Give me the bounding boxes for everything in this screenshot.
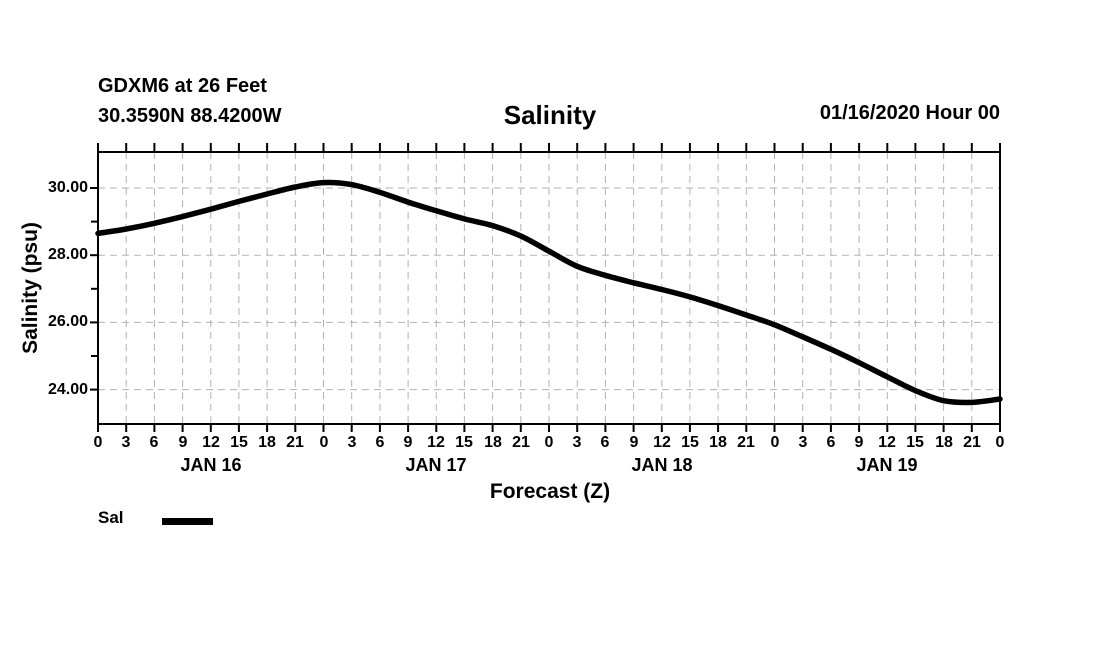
x-tick-label: 0 <box>319 434 329 451</box>
x-tick-label: 12 <box>427 434 445 451</box>
x-tick-label: 6 <box>375 434 385 451</box>
x-tick-label: 3 <box>798 434 808 451</box>
x-tick-label: 21 <box>286 434 304 451</box>
x-tick-label: 3 <box>572 434 582 451</box>
x-tick-label: 21 <box>512 434 530 451</box>
y-tick-label: 26.00 <box>47 313 88 330</box>
x-tick-label: 12 <box>202 434 220 451</box>
x-tick-label: 18 <box>935 434 953 451</box>
x-tick-label: 21 <box>963 434 981 451</box>
x-day-label: JAN 18 <box>631 455 693 475</box>
x-tick-label: 12 <box>878 434 896 451</box>
x-tick-label: 15 <box>455 434 473 451</box>
salinity-series-line <box>95 179 1003 406</box>
x-tick-label: 18 <box>709 434 727 451</box>
x-tick-label: 12 <box>653 434 671 451</box>
x-tick-label: 3 <box>347 434 357 451</box>
x-tick-label: 0 <box>770 434 780 451</box>
y-tick-label: 30.00 <box>47 179 88 196</box>
x-tick-label: 18 <box>258 434 276 451</box>
x-tick-label: 9 <box>629 434 639 451</box>
x-tick-label: 15 <box>681 434 699 451</box>
x-tick-label: 15 <box>906 434 924 451</box>
x-tick-label: 3 <box>121 434 131 451</box>
y-tick-label: 28.00 <box>47 246 88 263</box>
x-tick-label: 6 <box>826 434 836 451</box>
x-tick-label: 0 <box>544 434 554 451</box>
station-coordinates: 30.3590N 88.4200W <box>98 105 282 127</box>
plot-frame <box>97 151 1001 425</box>
legend-series-label: Sal <box>98 508 124 527</box>
model-run-datetime: 01/16/2020 Hour 00 <box>819 102 1000 124</box>
x-tick-label: 0 <box>93 434 103 451</box>
y-tick-label: 24.00 <box>47 381 88 398</box>
x-tick-label: 9 <box>403 434 413 451</box>
station-name: GDXM6 at 26 Feet <box>98 75 267 97</box>
chart-title: Salinity <box>503 100 597 130</box>
x-tick-label: 9 <box>178 434 188 451</box>
x-tick-label: 9 <box>854 434 864 451</box>
x-tick-label: 15 <box>230 434 248 451</box>
x-tick-label: 0 <box>995 434 1005 451</box>
x-axis-label: Forecast (Z) <box>489 480 611 503</box>
x-day-label: JAN 16 <box>180 455 242 475</box>
x-tick-label: 6 <box>600 434 610 451</box>
x-day-label: JAN 19 <box>856 455 918 475</box>
x-tick-label: 6 <box>149 434 159 451</box>
x-day-label: JAN 17 <box>405 455 467 475</box>
x-tick-label: 18 <box>484 434 502 451</box>
x-tick-label: 21 <box>737 434 755 451</box>
legend-line-swatch <box>162 518 213 525</box>
